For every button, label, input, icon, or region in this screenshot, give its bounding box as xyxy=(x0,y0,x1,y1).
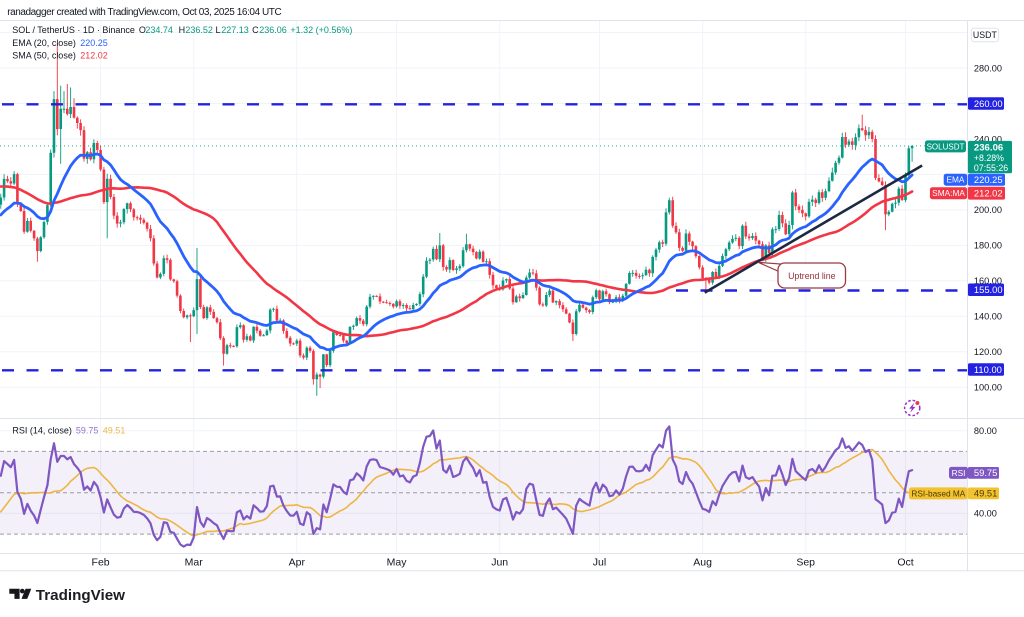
svg-text:160.00: 160.00 xyxy=(974,276,1002,286)
svg-text:220.25: 220.25 xyxy=(974,174,1003,185)
svg-text:EMA: EMA xyxy=(946,175,964,185)
svg-text:May: May xyxy=(387,557,408,569)
svg-text:Jul: Jul xyxy=(593,557,606,569)
svg-text:RSI-based MA: RSI-based MA xyxy=(911,488,965,498)
svg-text:236.06: 236.06 xyxy=(974,142,1003,153)
svg-text:49.51: 49.51 xyxy=(103,426,126,436)
svg-text:Jun: Jun xyxy=(491,557,508,569)
svg-text:260.00: 260.00 xyxy=(974,98,1003,109)
svg-text:240.00: 240.00 xyxy=(974,134,1002,144)
svg-text:EMA (20, close): EMA (20, close) xyxy=(12,38,76,48)
svg-text:Oct: Oct xyxy=(897,557,913,569)
svg-text:RSI: RSI xyxy=(952,468,966,478)
svg-text:59.75: 59.75 xyxy=(76,426,99,436)
svg-text:SMA (50, close): SMA (50, close) xyxy=(12,50,76,60)
svg-text:236.52: 236.52 xyxy=(185,25,213,35)
svg-text:180.00: 180.00 xyxy=(974,241,1002,251)
svg-text:59.75: 59.75 xyxy=(974,467,997,478)
svg-text:SOLUSDT: SOLUSDT xyxy=(927,142,965,151)
svg-text:+8.28%: +8.28% xyxy=(974,153,1004,163)
svg-text:120.00: 120.00 xyxy=(974,347,1002,357)
svg-text:TradingView: TradingView xyxy=(36,587,125,604)
svg-text:USDT: USDT xyxy=(973,30,998,40)
svg-text:40.00: 40.00 xyxy=(974,509,997,519)
svg-text:H: H xyxy=(179,25,186,35)
svg-text:140.00: 140.00 xyxy=(974,312,1002,322)
svg-text:SMA:MA: SMA:MA xyxy=(932,188,965,198)
svg-text:Apr: Apr xyxy=(289,557,306,569)
svg-text:227.13: 227.13 xyxy=(221,25,249,35)
svg-text:110.00: 110.00 xyxy=(974,364,1002,375)
svg-text:49.51: 49.51 xyxy=(974,488,997,499)
svg-text:236.06: 236.06 xyxy=(259,25,287,35)
svg-text:280.00: 280.00 xyxy=(974,63,1002,73)
svg-text:Uptrend line: Uptrend line xyxy=(788,271,836,281)
svg-text:234.74: 234.74 xyxy=(145,25,173,35)
svg-text:C: C xyxy=(252,25,259,35)
svg-text:212.02: 212.02 xyxy=(974,188,1003,199)
svg-text:155.00: 155.00 xyxy=(974,284,1003,295)
svg-text:ranadagger created with Tradin: ranadagger created with TradingView.com,… xyxy=(7,7,281,18)
svg-text:+1.32 (+0.56%): +1.32 (+0.56%) xyxy=(290,25,352,35)
svg-text:200.00: 200.00 xyxy=(974,205,1002,215)
svg-text:80.00: 80.00 xyxy=(974,426,997,436)
svg-text:Aug: Aug xyxy=(693,557,712,569)
svg-text:SOL / TetherUS · 1D · Binance: SOL / TetherUS · 1D · Binance xyxy=(12,25,135,35)
svg-text:212.02: 212.02 xyxy=(80,50,108,60)
svg-text:L: L xyxy=(216,25,221,35)
svg-text:Mar: Mar xyxy=(185,557,204,569)
svg-text:Sep: Sep xyxy=(796,557,815,569)
svg-text:Feb: Feb xyxy=(92,557,110,569)
svg-text:220.25: 220.25 xyxy=(80,38,108,48)
svg-text:07:55:26: 07:55:26 xyxy=(974,163,1008,173)
svg-text:RSI (14, close): RSI (14, close) xyxy=(12,426,72,436)
svg-text:O: O xyxy=(139,25,146,35)
svg-text:100.00: 100.00 xyxy=(974,383,1002,393)
